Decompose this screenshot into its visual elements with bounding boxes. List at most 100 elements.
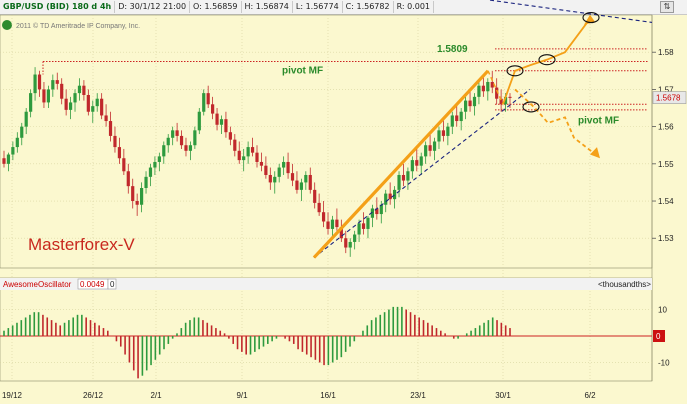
date-tick-label: 6/2: [584, 391, 596, 400]
candle-body: [308, 174, 312, 190]
candle-body: [446, 126, 450, 136]
candle-body: [495, 87, 499, 99]
candle-body: [246, 147, 250, 157]
candle-body: [37, 74, 42, 90]
candle-body: [437, 130, 441, 142]
bearish-projection-line: [514, 88, 599, 158]
price-tick-label: 1.55: [658, 160, 674, 169]
candle-body: [100, 98, 104, 116]
candle-body: [215, 113, 219, 125]
candle-body: [82, 85, 86, 95]
candle-body: [397, 174, 401, 190]
pivot-label: pivot MF: [282, 66, 323, 77]
candle-body: [290, 173, 295, 181]
candle-body: [202, 93, 206, 112]
candle-body: [326, 221, 330, 229]
candle-body: [6, 154, 11, 164]
candle-body: [24, 111, 28, 127]
uptrend-line: [312, 69, 490, 259]
candle-body: [392, 189, 397, 200]
close-value: C: 1.56782: [343, 1, 394, 13]
oscillator-value: 0.0049: [80, 280, 105, 289]
candle-body: [126, 171, 130, 187]
oscillator-zero-box: [653, 330, 665, 342]
candle-body: [211, 104, 215, 114]
oscillator-zero-label: 0: [656, 332, 661, 341]
candle-body: [139, 188, 144, 205]
candle-body: [468, 100, 472, 107]
candle-body: [428, 145, 432, 151]
open-value: O: 1.56859: [190, 1, 242, 13]
date-tick-label: 9/1: [236, 391, 248, 400]
candle-body: [455, 115, 459, 122]
units-label: <thousandths>: [598, 280, 651, 289]
price-tick-label: 1.56: [658, 123, 674, 132]
candle-body: [415, 160, 419, 166]
candle-body: [450, 115, 454, 127]
candle-body: [242, 156, 246, 161]
window-controls: ⇅: [659, 0, 687, 14]
candle-body: [171, 130, 175, 138]
candle-body: [388, 193, 392, 200]
candle-body: [157, 156, 161, 162]
candle-body: [108, 121, 113, 136]
candle-body: [344, 238, 348, 248]
candle-body: [419, 156, 423, 166]
price-tick-label: 1.57: [658, 85, 674, 94]
candle-body: [268, 174, 272, 183]
candle-body: [135, 201, 139, 205]
bullish-projection-line: [502, 18, 591, 105]
resistance-dashed-line: [489, 0, 653, 23]
low-value: L: 1.56774: [293, 1, 343, 13]
bearish-arrow-icon: [590, 147, 600, 159]
candle-body: [219, 119, 224, 125]
brand-label: Masterforex-V: [28, 235, 135, 254]
candle-body: [91, 106, 95, 112]
candle-body: [277, 167, 281, 177]
date-tick-label: 26/12: [83, 391, 104, 400]
candle-body: [188, 145, 193, 151]
candle-body: [144, 176, 148, 189]
candle-body: [490, 81, 494, 88]
target-circle-marker: [522, 101, 540, 113]
quote-header: GBP/USD (BID) 180 d 4h D: 30/1/12 21:00 …: [0, 0, 687, 15]
candle-body: [335, 219, 339, 228]
candle-body: [259, 161, 264, 166]
tda-logo-icon: [2, 20, 12, 30]
candle-body: [131, 186, 135, 202]
oscillator-small-value: 0: [110, 280, 115, 289]
candle-body: [148, 167, 153, 177]
candle-body: [184, 145, 188, 151]
candle-body: [370, 208, 375, 218]
candle-body: [166, 137, 170, 146]
symbol-label[interactable]: GBP/USD (BID) 180 d 4h: [0, 1, 116, 13]
candle-body: [233, 139, 237, 151]
candle-body: [366, 217, 370, 229]
price-tick-label: 1.58: [658, 48, 674, 57]
resize-icon[interactable]: ⇅: [660, 1, 674, 13]
candle-body: [424, 145, 428, 157]
candle-body: [481, 85, 485, 92]
date-tick-label: 23/1: [410, 391, 426, 400]
candle-body: [175, 130, 179, 136]
candle-body: [401, 174, 406, 181]
oscillator-header-bg: [0, 278, 652, 290]
candle-body: [282, 161, 286, 168]
candle-body: [250, 147, 255, 153]
candle-body: [162, 145, 166, 157]
candle-body: [304, 174, 308, 183]
candle-body: [42, 89, 46, 103]
candle-body: [286, 161, 290, 174]
range-value: R: 0.001: [394, 1, 435, 13]
watermark-text: 2011 © TD Ameritrade IP Company, Inc.: [16, 22, 140, 30]
candle-body: [317, 202, 321, 213]
oscillator-title: AwesomeOscillator: [3, 280, 72, 289]
candle-body: [64, 98, 68, 110]
oscillator-tick-label: 10: [658, 306, 667, 315]
candle-body: [375, 208, 379, 215]
oscillator-small-box: [107, 278, 117, 290]
candle-body: [264, 165, 268, 175]
date-tick-label: 30/1: [495, 391, 511, 400]
